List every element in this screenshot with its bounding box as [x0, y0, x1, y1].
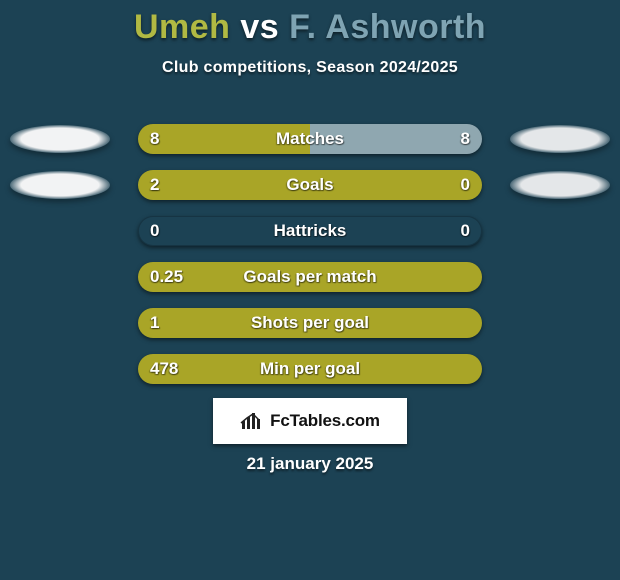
player1-badge [10, 171, 110, 199]
player2-badge [510, 171, 610, 199]
stat-row: 88Matches [0, 118, 620, 164]
player2-badge [510, 125, 610, 153]
stat-label: Goals [138, 170, 482, 200]
vs-text: vs [240, 8, 279, 46]
bar-chart-icon [240, 411, 264, 431]
stat-bar: 20Goals [138, 170, 482, 200]
stat-bar: 0.25Goals per match [138, 262, 482, 292]
page-title: Umeh vs F. Ashworth [0, 0, 620, 47]
stat-row: 1Shots per goal [0, 302, 620, 348]
date-text: 21 january 2025 [0, 454, 620, 474]
player2-name: F. Ashworth [289, 8, 486, 46]
stat-bar: 00Hattricks [138, 216, 482, 246]
stat-label: Matches [138, 124, 482, 154]
stat-bar: 478Min per goal [138, 354, 482, 384]
stat-label: Hattricks [138, 216, 482, 246]
subtitle: Club competitions, Season 2024/2025 [0, 59, 620, 77]
comparison-card: Umeh vs F. Ashworth Club competitions, S… [0, 0, 620, 580]
source-logo: FcTables.com [213, 398, 407, 444]
stat-bar: 88Matches [138, 124, 482, 154]
player1-badge [10, 125, 110, 153]
player1-name: Umeh [134, 8, 230, 46]
stat-row: 20Goals [0, 164, 620, 210]
stat-label: Shots per goal [138, 308, 482, 338]
stat-label: Goals per match [138, 262, 482, 292]
stat-bar: 1Shots per goal [138, 308, 482, 338]
stat-row: 478Min per goal [0, 348, 620, 394]
stat-label: Min per goal [138, 354, 482, 384]
stats-container: 88Matches 20Goals 00Hattricks 0.25Goals per… [0, 118, 620, 394]
stat-row: 0.25Goals per match [0, 256, 620, 302]
stat-row: 00Hattricks [0, 210, 620, 256]
source-logo-text: FcTables.com [270, 411, 380, 431]
